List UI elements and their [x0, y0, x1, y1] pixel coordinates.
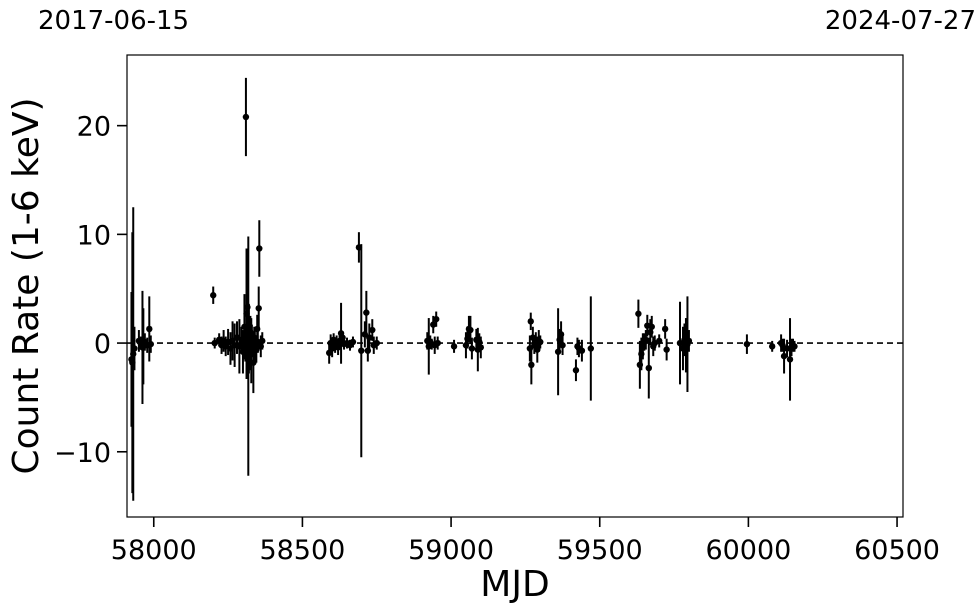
data-point	[358, 244, 365, 458]
data-point	[642, 330, 650, 350]
data-point	[255, 286, 262, 331]
point-marker	[450, 343, 458, 350]
point-marker	[642, 336, 650, 344]
data-point	[477, 336, 485, 359]
point-marker	[363, 309, 370, 316]
point-marker	[255, 305, 262, 312]
y-axis-label: Count Rate (1-6 keV)	[6, 97, 47, 474]
x-tick-label: 58500	[259, 535, 345, 566]
point-marker	[369, 326, 376, 334]
point-marker	[433, 315, 440, 323]
y-tick-label: 10	[77, 220, 111, 251]
point-marker	[467, 326, 474, 334]
data-point	[130, 207, 137, 501]
x-tick-label: 59000	[408, 535, 494, 566]
point-marker	[430, 321, 437, 328]
x-tick-label: 59500	[557, 535, 643, 566]
point-marker	[537, 338, 544, 346]
point-marker	[780, 352, 788, 360]
data-point	[528, 345, 535, 385]
x-tick-label: 58000	[111, 535, 197, 566]
point-marker	[147, 340, 154, 348]
end-date-label: 2024-07-27	[824, 6, 976, 36]
data-point	[210, 286, 217, 304]
point-marker	[743, 340, 751, 348]
point-marker	[645, 364, 652, 372]
x-tick-label: 60000	[705, 535, 791, 566]
data-point	[369, 319, 376, 341]
data-point	[663, 338, 670, 361]
point-marker	[786, 356, 794, 363]
data-point	[211, 337, 218, 349]
point-marker	[256, 245, 263, 252]
data-point	[786, 318, 794, 401]
point-marker	[648, 323, 655, 330]
data-point	[131, 326, 138, 371]
data-point	[661, 319, 669, 339]
data-point	[587, 296, 595, 401]
point-marker	[477, 344, 485, 351]
data-point	[363, 290, 370, 335]
point-marker	[349, 338, 357, 346]
point-marker	[768, 343, 776, 350]
point-marker	[131, 345, 138, 352]
data-point	[146, 296, 153, 362]
data-point	[655, 334, 663, 348]
data-point	[450, 339, 458, 353]
data-layer	[128, 77, 798, 501]
plot-frame	[126, 54, 904, 518]
y-tick-label: 20	[77, 112, 111, 143]
point-marker	[661, 325, 669, 333]
point-marker	[663, 346, 670, 353]
data-point	[433, 311, 440, 327]
data-point	[780, 338, 788, 374]
data-point	[467, 315, 474, 345]
data-point	[242, 77, 250, 157]
data-point	[572, 359, 580, 382]
start-date-label: 2017-06-15	[38, 6, 190, 36]
data-point	[743, 334, 751, 354]
x-axis-label: MJD	[480, 564, 549, 605]
y-tick-label: −10	[54, 438, 111, 469]
point-marker	[358, 347, 365, 354]
data-point	[635, 299, 642, 328]
point-marker	[210, 292, 217, 299]
data-point	[256, 220, 263, 277]
point-marker	[528, 361, 535, 369]
y-tick-label: 0	[94, 329, 111, 360]
point-marker	[635, 310, 642, 317]
axes-layer: 58000 58500 59000 59500 60000 60500 −10 0 10 20	[54, 112, 940, 566]
point-marker	[527, 318, 534, 325]
x-tick-label: 60500	[854, 535, 940, 566]
data-point	[645, 337, 652, 399]
point-marker	[572, 367, 580, 374]
point-marker	[468, 345, 476, 352]
point-marker	[211, 339, 218, 347]
point-marker	[146, 325, 153, 333]
data-point	[468, 337, 476, 360]
point-marker	[242, 113, 250, 121]
point-marker	[366, 334, 373, 341]
data-point	[366, 323, 373, 352]
point-marker	[373, 339, 380, 347]
point-marker	[578, 347, 586, 354]
data-point	[527, 312, 534, 331]
data-point	[373, 336, 380, 350]
point-marker	[130, 350, 137, 358]
point-marker	[587, 345, 595, 352]
data-point	[791, 340, 798, 352]
point-marker	[791, 343, 798, 350]
data-point	[648, 315, 655, 338]
